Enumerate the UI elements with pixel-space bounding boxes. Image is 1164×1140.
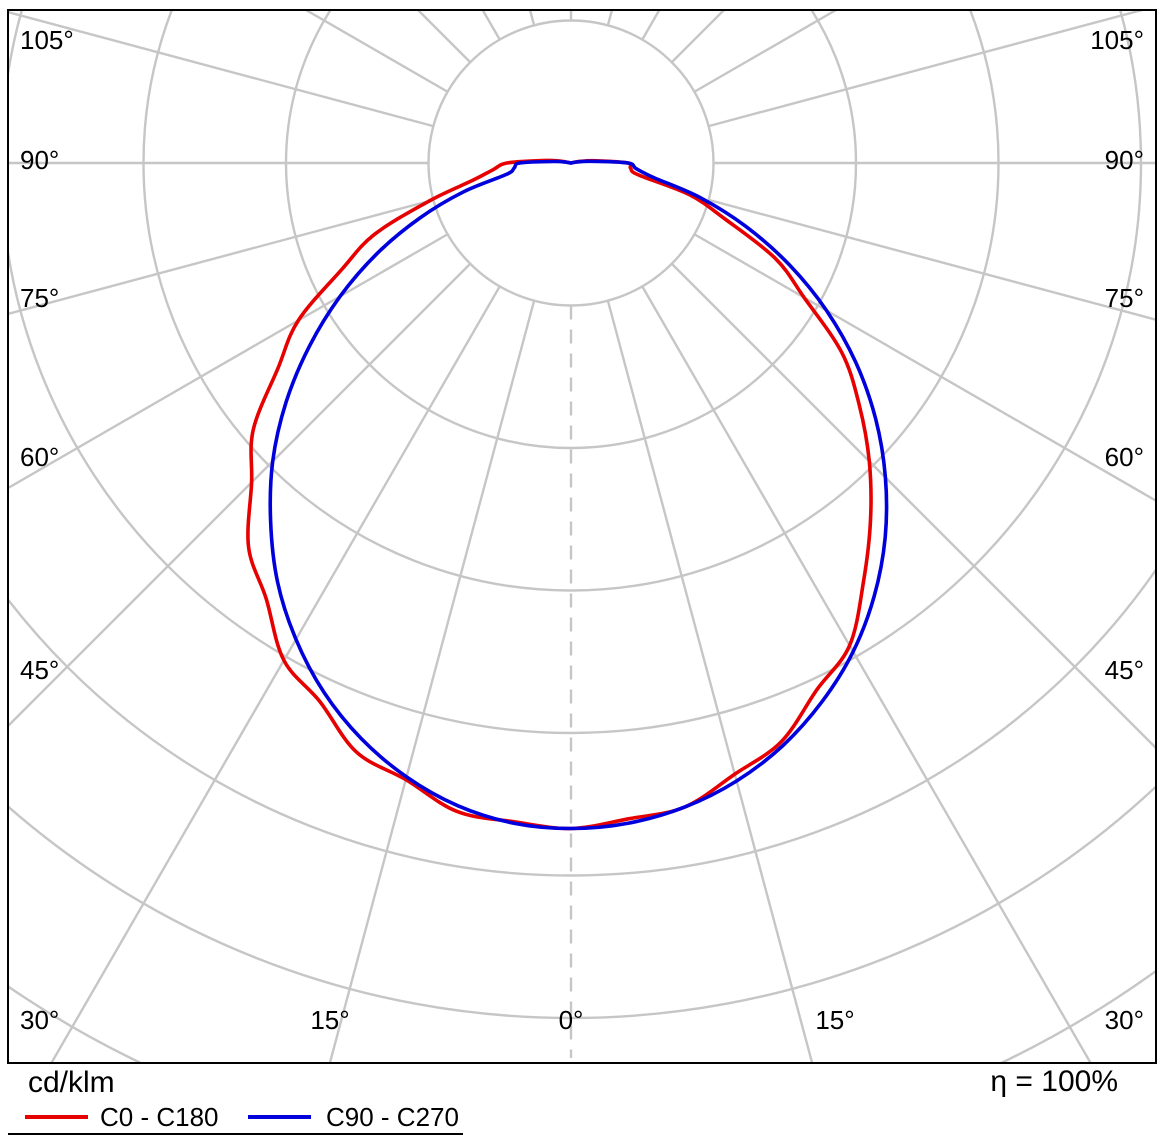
grid-ray: [670, 262, 1155, 749]
angle-label-left: 105°: [20, 25, 74, 55]
angle-label-right: 30°: [1105, 1005, 1144, 1035]
curve-C90-C270: [268, 159, 889, 831]
angle-label-left: 90°: [20, 145, 59, 175]
grid-ray: [9, 198, 434, 315]
angle-label-bottom: 15°: [815, 1005, 854, 1035]
angle-label-right: 90°: [1105, 145, 1144, 175]
chart-frame: [7, 9, 1157, 1064]
angle-label-left: 30°: [20, 1005, 59, 1035]
grid-ray: [641, 285, 1092, 1062]
grid-ring: [9, 568, 1155, 877]
grid-ray: [641, 11, 661, 41]
legend: C0 - C180 C90 - C270: [8, 1102, 463, 1135]
angle-label-bottom: 0°: [559, 1005, 584, 1035]
angle-label-right: 60°: [1105, 442, 1144, 472]
legend-label-c0-c180: C0 - C180: [100, 1102, 219, 1132]
grid-ray: [9, 262, 472, 727]
grid-ray: [328, 300, 536, 1062]
curve-C0-C180: [246, 158, 873, 831]
angle-label-right: 45°: [1105, 655, 1144, 685]
angle-label-bottom: 15°: [310, 1005, 349, 1035]
angle-label-right: 105°: [1090, 25, 1144, 55]
angle-label-right: 75°: [1105, 283, 1144, 313]
grid-ray: [529, 11, 536, 26]
grid-ray: [606, 11, 613, 26]
grid-ring: [9, 785, 1155, 1019]
angle-labels: 105° 105° 90° 90° 75° 75° 60° 60° 45° 45° 30° 30° 15…: [20, 25, 1144, 1035]
intensity-curves: [246, 158, 889, 831]
angle-label-left: 75°: [20, 283, 59, 313]
angle-label-left: 45°: [20, 655, 59, 685]
grid-ray: [50, 285, 501, 1062]
units-label: cd/klm: [28, 1066, 115, 1099]
angle-label-left: 60°: [20, 442, 59, 472]
grid-ray: [708, 11, 1143, 128]
grid-ray: [481, 11, 501, 41]
grid-ray: [693, 233, 1155, 502]
legend-label-c90-c270: C90 - C270: [326, 1102, 459, 1132]
grid-ray: [708, 198, 1155, 321]
grid-ray: [9, 233, 449, 489]
grid-ray: [606, 300, 814, 1062]
grid-ray: [9, 11, 434, 128]
efficiency-label: η = 100%: [990, 1065, 1118, 1098]
